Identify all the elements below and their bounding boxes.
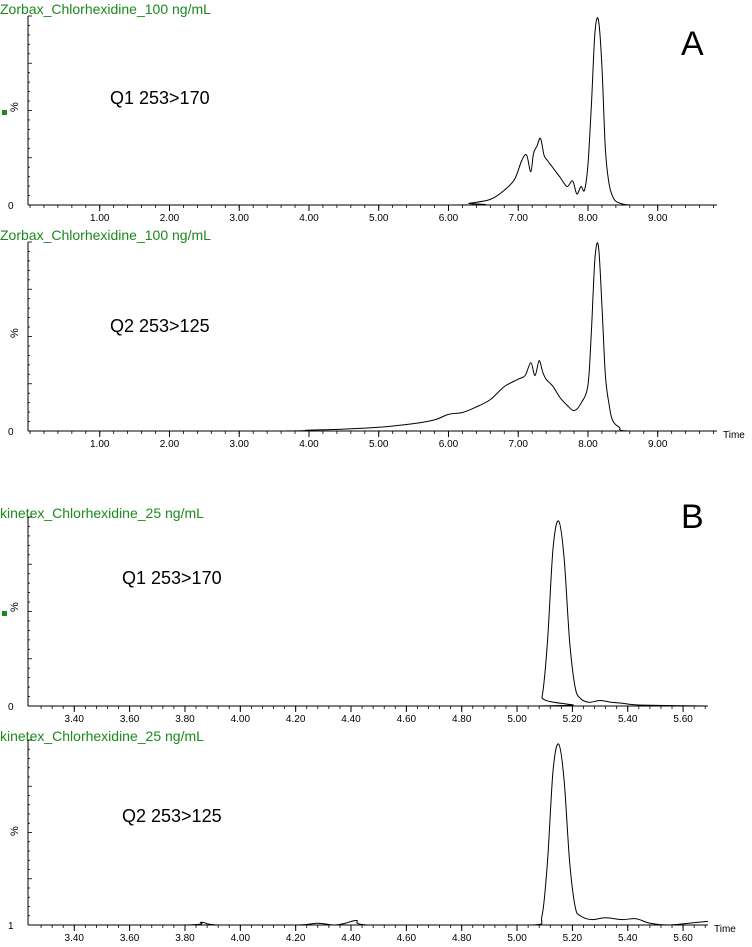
- x-tick-label: 1.00: [90, 213, 110, 224]
- transition-label: Q2 253>125: [110, 316, 210, 336]
- x-tick-label: 2.00: [160, 213, 180, 224]
- chromatogram-title: Zorbax_Chlorhexidine_100 ng/mL: [0, 1, 211, 17]
- x-tick-label: 3.60: [120, 933, 140, 944]
- x-tick-label: 5.00: [369, 213, 389, 224]
- chromatogram-panel-2: Zorbax_Chlorhexidine_100 ng/mL Q2 253>125…: [0, 227, 745, 450]
- panel-letter-a: A: [681, 25, 704, 63]
- x-tick-label: 5.20: [563, 933, 583, 944]
- x-tick-label: 5.40: [618, 714, 638, 725]
- x-tick-label: 3.40: [65, 933, 85, 944]
- y-tick-label: 0: [8, 201, 14, 212]
- y-axis-label: %: [9, 826, 21, 836]
- x-tick-label: 3.00: [230, 439, 250, 450]
- x-tick-label: 4.00: [231, 933, 251, 944]
- x-tick-label: 9.00: [648, 439, 668, 450]
- channel-marker-icon: [2, 611, 7, 616]
- x-tick-label: 4.60: [397, 714, 417, 725]
- chromatogram-title: kinetex_Chlorhexidine_25 ng/mL: [0, 505, 204, 521]
- x-tick-label: 4.00: [299, 213, 319, 224]
- x-tick-label: 4.20: [286, 933, 306, 944]
- chromatogram-panel-4: kinetex_Chlorhexidine_25 ng/mL Q2 253>125…: [0, 728, 736, 944]
- x-tick-label: 3.80: [175, 933, 195, 944]
- chromatogram-panel-1: Zorbax_Chlorhexidine_100 ng/mL Q1 253>170…: [0, 1, 717, 224]
- x-axis-name: Time: [714, 924, 736, 935]
- x-tick-label: 7.00: [508, 213, 528, 224]
- x-tick-label: 7.00: [508, 439, 528, 450]
- x-tick-label: 4.80: [452, 933, 472, 944]
- x-axis-name: Time: [723, 430, 745, 441]
- x-tick-label: 4.60: [397, 933, 417, 944]
- x-tick-label: 3.80: [175, 714, 195, 725]
- x-tick-label: 6.00: [439, 213, 459, 224]
- x-tick-label: 5.00: [369, 439, 389, 450]
- x-tick-label: 4.20: [286, 714, 306, 725]
- y-tick-label: 0: [8, 702, 14, 713]
- x-tick-label: 3.00: [230, 213, 250, 224]
- x-tick-label: 4.00: [299, 439, 319, 450]
- x-tick-label: 5.00: [507, 714, 527, 725]
- x-tick-label: 1.00: [90, 439, 110, 450]
- chromatogram-trace: [29, 743, 709, 926]
- x-tick-label: 5.20: [563, 714, 583, 725]
- x-tick-label: 5.00: [507, 933, 527, 944]
- x-tick-label: 4.40: [341, 714, 361, 725]
- x-tick-label: 5.40: [618, 933, 638, 944]
- x-tick-label: 4.40: [341, 933, 361, 944]
- x-tick-label: 3.40: [65, 714, 85, 725]
- chromatogram-panel-3: kinetex_Chlorhexidine_25 ng/mL Q1 253>170…: [0, 505, 709, 725]
- y-axis-label: %: [9, 602, 21, 612]
- transition-label: Q1 253>170: [122, 568, 222, 588]
- chromatogram-trace: [30, 17, 717, 206]
- y-tick-label: 0: [8, 427, 14, 438]
- x-tick-label: 9.00: [648, 213, 668, 224]
- x-tick-label: 8.00: [578, 439, 598, 450]
- y-axis-label: %: [9, 328, 21, 338]
- x-tick-label: 5.60: [673, 714, 693, 725]
- x-tick-label: 5.60: [673, 933, 693, 944]
- x-tick-label: 4.80: [452, 714, 472, 725]
- x-tick-label: 3.60: [120, 714, 140, 725]
- channel-marker-icon: [2, 110, 7, 115]
- x-tick-label: 8.00: [578, 213, 598, 224]
- chromatogram-title: kinetex_Chlorhexidine_25 ng/mL: [0, 728, 204, 744]
- x-tick-label: 2.00: [160, 439, 180, 450]
- transition-label: Q2 253>125: [122, 806, 222, 826]
- transition-label: Q1 253>170: [110, 88, 210, 108]
- chromatogram-trace: [30, 242, 717, 432]
- y-axis-label: %: [9, 102, 21, 112]
- panel-letter-b: B: [681, 498, 704, 536]
- x-tick-label: 6.00: [439, 439, 459, 450]
- chromatogram-trace: [30, 520, 709, 707]
- y-tick-label: 1: [8, 921, 14, 932]
- x-tick-label: 4.00: [231, 714, 251, 725]
- chromatogram-title: Zorbax_Chlorhexidine_100 ng/mL: [0, 227, 211, 243]
